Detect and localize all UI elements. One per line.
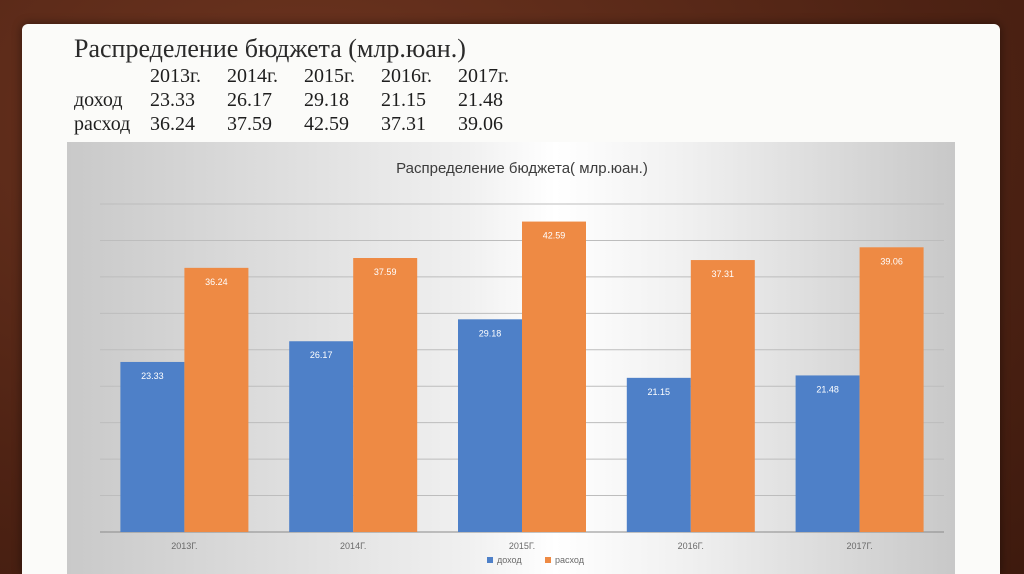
table-row-expense: расход 36.24 37.59 42.59 37.31 39.06	[74, 112, 535, 136]
table-corner-cell	[74, 64, 150, 88]
x-tick-label: 2017Г.	[846, 541, 872, 551]
bar-expense	[353, 258, 418, 532]
table-cell: 29.18	[304, 89, 349, 111]
legend-label: расход	[555, 555, 585, 565]
table-header-cell: 2013г.	[150, 65, 201, 87]
bar-data-label: 39.06	[880, 256, 903, 266]
table-cell: 42.59	[304, 113, 349, 135]
bar-chart: Распределение бюджета( млр.юан.) 23.33 36…	[67, 142, 955, 574]
table-cell: 23.33	[150, 89, 195, 111]
bar-data-label: 21.15	[648, 387, 671, 397]
x-tick-label: 2013Г.	[171, 541, 197, 551]
bar-expense	[859, 247, 924, 532]
x-axis-ticks: 2013Г. 2014Г. 2015Г. 2016Г. 2017Г.	[171, 541, 872, 551]
legend: доход расход	[487, 555, 585, 565]
table-header-cell: 2014г.	[227, 65, 278, 87]
table-cell: 26.17	[227, 89, 272, 111]
table-header-cell: 2015г.	[304, 65, 355, 87]
table-header-cell: 2017г.	[458, 65, 509, 87]
bar-expense	[522, 221, 586, 532]
bars: 23.33 36.24 26.17 37.59 29.18 42.59 21.15 37.31…	[120, 221, 924, 532]
bar-data-label: 37.59	[374, 267, 397, 277]
table-row-label: расход	[74, 113, 131, 135]
chart-title: Распределение бюджета( млр.юан.)	[396, 160, 648, 177]
bar-data-label: 36.24	[205, 277, 228, 287]
x-tick-label: 2016Г.	[678, 541, 704, 551]
legend-swatch	[545, 557, 551, 563]
legend-swatch	[487, 557, 493, 563]
table-row-income: доход 23.33 26.17 29.18 21.15 21.48	[74, 88, 535, 112]
legend-label: доход	[497, 555, 522, 565]
slide: Распределение бюджета (млр.юан.) 2013г. …	[22, 24, 1000, 574]
bar-data-label: 37.31	[712, 269, 735, 279]
table-cell: 37.59	[227, 113, 272, 135]
table-cell: 21.48	[458, 89, 503, 111]
bar-expense	[184, 267, 249, 532]
bar-income	[795, 375, 860, 532]
x-tick-label: 2014Г.	[340, 541, 366, 551]
budget-table: 2013г. 2014г. 2015г. 2016г. 2017г. доход…	[74, 64, 535, 136]
bar-data-label: 21.48	[816, 384, 839, 394]
table-header-row: 2013г. 2014г. 2015г. 2016г. 2017г.	[74, 64, 535, 88]
bar-income	[458, 319, 522, 532]
bar-data-label: 23.33	[141, 371, 164, 381]
table-cell: 39.06	[458, 113, 503, 135]
x-tick-label: 2015Г.	[509, 541, 535, 551]
bar-expense	[690, 260, 755, 532]
bar-data-label: 26.17	[310, 350, 333, 360]
table-header-cell: 2016г.	[381, 65, 432, 87]
slide-title: Распределение бюджета (млр.юан.)	[74, 34, 466, 63]
bar-income	[289, 341, 354, 532]
bar-income	[120, 361, 185, 532]
bar-data-label: 29.18	[479, 328, 502, 338]
chart-canvas: Распределение бюджета( млр.юан.) 23.33 36…	[100, 160, 944, 565]
bar-income	[626, 377, 691, 532]
table-cell: 37.31	[381, 113, 426, 135]
bar-data-label: 42.59	[543, 231, 566, 241]
table-row-label: доход	[74, 89, 123, 111]
table-cell: 36.24	[150, 113, 195, 135]
table-cell: 21.15	[381, 89, 426, 111]
